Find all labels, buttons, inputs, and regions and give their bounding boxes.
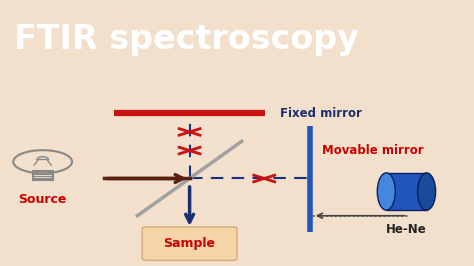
Text: Fixed mirror: Fixed mirror [280,107,362,120]
Ellipse shape [418,173,436,210]
Text: Movable mirror: Movable mirror [322,144,424,157]
Text: FTIR spectroscopy: FTIR spectroscopy [14,23,359,56]
Text: Sample: Sample [164,237,216,250]
Bar [386,173,427,210]
Ellipse shape [377,173,395,210]
Bar [33,171,53,180]
Text: He-Ne: He-Ne [386,223,427,236]
Text: Source: Source [18,193,67,206]
FancyBboxPatch shape [142,227,237,260]
